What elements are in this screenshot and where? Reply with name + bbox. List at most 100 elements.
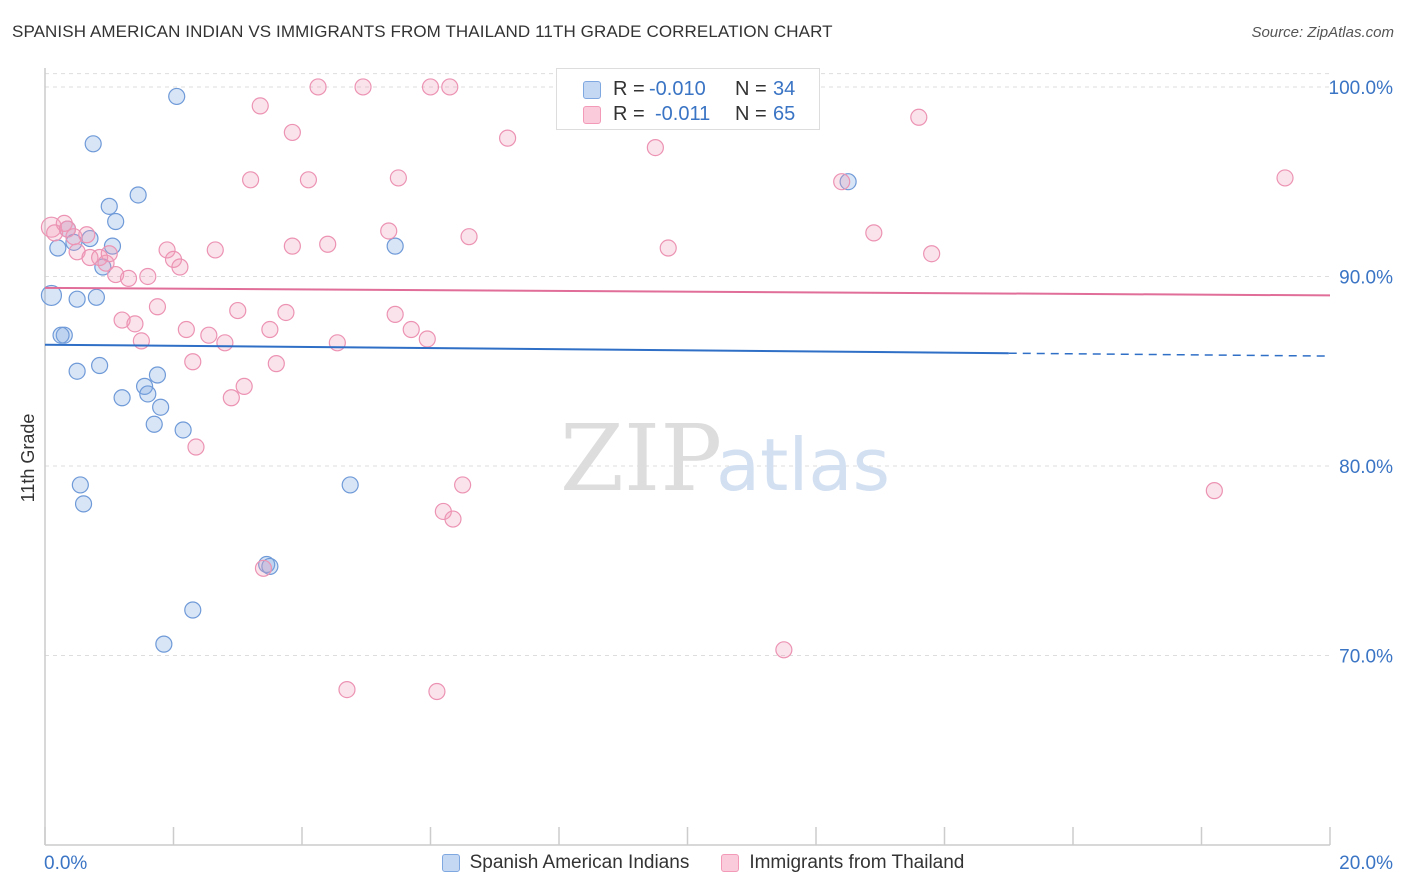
series1-trend-extension (1008, 352, 1331, 357)
series1-trend-line (44, 343, 1009, 355)
series2-point (910, 108, 928, 126)
x-ticks (44, 827, 1331, 845)
series2-n-value: 65 (773, 102, 796, 125)
grid-lines (45, 73, 1330, 656)
series2-point (113, 311, 131, 329)
series2-point (402, 320, 420, 339)
series2-point (119, 269, 138, 287)
series2-point (444, 510, 462, 528)
legend-swatch-series1 (441, 854, 460, 872)
series2-point (923, 245, 941, 263)
series2-point (319, 235, 337, 253)
series2-point (187, 438, 205, 456)
series2-point (421, 78, 440, 96)
series1-point (139, 385, 157, 403)
series1-point (100, 197, 118, 215)
y-tick-label: 70.0% (1339, 646, 1393, 667)
series1-point (84, 135, 102, 153)
scatter-points (40, 78, 1294, 701)
x-tick-label-max: 20.0% (1339, 853, 1393, 874)
series2-point (100, 245, 118, 263)
y-axis-label: 11th Grade (18, 414, 38, 503)
series1-r-value: -0.010 (649, 77, 706, 100)
series1-point (49, 239, 67, 257)
series1-point (68, 362, 86, 380)
series2-point (254, 559, 273, 577)
stats-legend: R = -0.010 N = 34 R = -0.011 N = 65 (556, 68, 820, 130)
series1-n-label: N = (735, 77, 767, 100)
series2-point (338, 680, 356, 699)
series2-point (283, 237, 301, 255)
trend-lines (44, 286, 1331, 357)
series2-point (309, 78, 327, 96)
series2-point (283, 123, 301, 142)
series2-point (277, 303, 295, 322)
series1-point (148, 366, 167, 384)
series1-point (87, 288, 106, 306)
series2-trend-line (44, 286, 1331, 297)
series2-point (235, 377, 253, 395)
x-tick-labels: 0.0% 20.0% (44, 853, 1393, 874)
series2-point (261, 320, 279, 339)
series2-point (328, 334, 346, 352)
watermark-atlas: atlas (716, 423, 890, 507)
series2-point (354, 78, 372, 96)
series2-point (428, 682, 446, 701)
x-tick-label-min: 0.0% (44, 853, 87, 874)
series2-point (380, 222, 398, 240)
series2-point (460, 228, 478, 246)
y-tick-labels: 70.0% 80.0% 90.0% 100.0% (1329, 78, 1394, 668)
series1-point (152, 398, 170, 416)
series1-point (174, 421, 192, 439)
stats-row-series2: R = -0.011 N = 65 (583, 102, 823, 126)
series2-point (148, 298, 167, 316)
series2-point (107, 265, 125, 284)
series1-point (168, 87, 186, 106)
series1-point (74, 495, 93, 513)
series1-point (129, 186, 147, 204)
series2-point (139, 267, 157, 286)
legend-swatch-series2 (721, 854, 740, 872)
series2-point (216, 334, 234, 352)
chart-title: SPANISH AMERICAN INDIAN VS IMMIGRANTS FR… (12, 22, 833, 41)
series2-n-label: N = (735, 102, 767, 125)
series2-point (97, 254, 115, 272)
series2-point (499, 129, 517, 147)
series2-point (1276, 169, 1294, 187)
series1-point (113, 389, 131, 407)
series2-point (126, 315, 144, 333)
series1-n-value: 34 (773, 77, 796, 100)
series2-point (81, 248, 99, 267)
series2-point (775, 641, 793, 659)
legend-label-series2: Immigrants from Thailand (749, 852, 965, 873)
series1-point (91, 356, 109, 375)
series2-swatch (583, 106, 601, 124)
series2-point (242, 171, 260, 189)
series2-point (389, 169, 407, 187)
watermark-zip: ZIP (560, 405, 722, 512)
series2-point (441, 78, 459, 96)
series1-point (52, 326, 70, 344)
series2-point (229, 301, 247, 320)
series2-point (158, 241, 176, 259)
series2-point (177, 320, 195, 339)
series2-r-label: R = (613, 102, 645, 125)
series1-point (386, 237, 404, 255)
series1-r-label: R = (613, 77, 645, 100)
series2-point (454, 476, 472, 494)
y-tick-label: 80.0% (1339, 457, 1393, 478)
series2-point (418, 330, 436, 348)
legend-item-series1: Spanish American Indians (441, 852, 690, 874)
legend-label-series1: Spanish American Indians (469, 852, 690, 873)
series2-point (78, 226, 96, 244)
series2-point (299, 171, 318, 189)
series1-point (839, 173, 857, 191)
series2-point (1205, 482, 1223, 500)
legend-item-series2: Immigrants from Thailand (721, 852, 964, 874)
series1-point (145, 415, 163, 433)
series2-r-value: -0.011 (655, 102, 711, 125)
series1-point (107, 212, 125, 231)
series2-point (184, 353, 202, 371)
source-label: Source: ZipAtlas.com (1251, 24, 1394, 41)
